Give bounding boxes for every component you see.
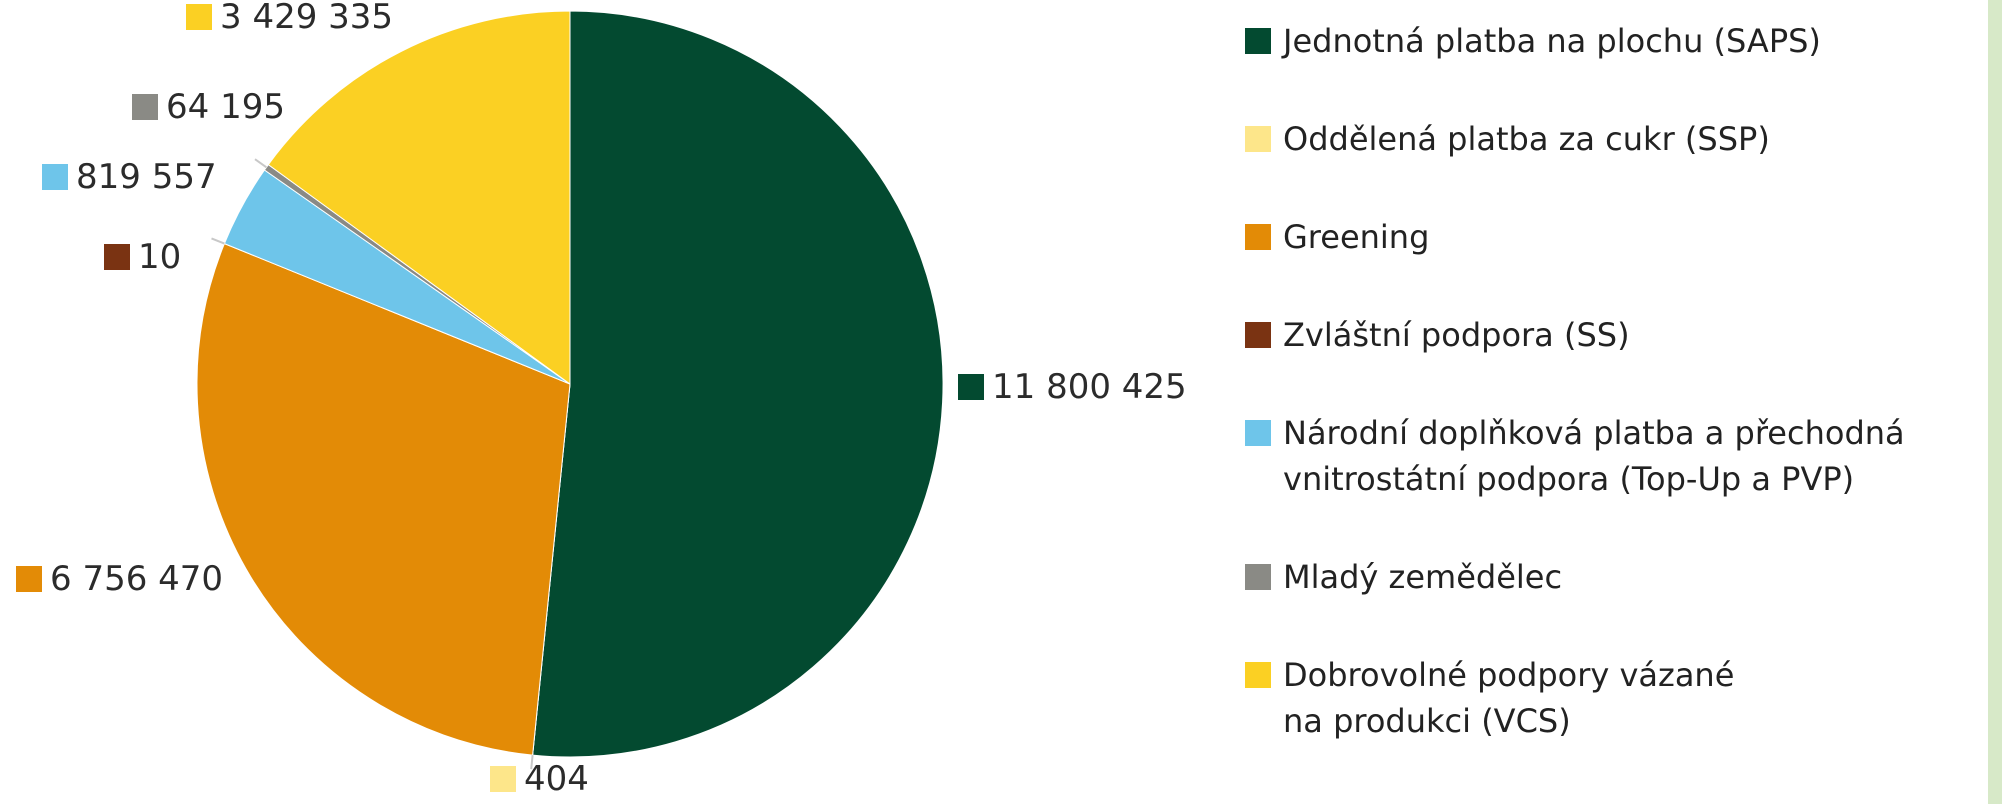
legend-item-ss: Zvláštní podpora (SS): [1245, 312, 1980, 358]
slice-label-ssp: 404: [524, 759, 589, 799]
pie-slice-vcs: [267, 10, 571, 385]
leader-lines: [211, 158, 534, 770]
legend-item-greening: Greening: [1245, 214, 1980, 260]
legend-label: Zvláštní podpora (SS): [1283, 316, 1630, 354]
legend-label: Mladý zemědělec: [1283, 558, 1563, 596]
legend-item-ssp: Oddělená platba za cukr (SSP): [1245, 116, 1980, 162]
leader-line-ss: [211, 237, 225, 245]
slice-label-top-up: 819 557: [76, 157, 217, 197]
slice-label-ss: 10: [138, 237, 181, 277]
pie-chart: 11 800 425 404 6 756 470 10 819 557 64 195 3 4…: [16, 0, 1187, 799]
slice-label-swatch-young-farmer: [132, 94, 158, 120]
slice-label-swatch-ss: [104, 244, 130, 270]
slice-labels: 11 800 425 404 6 756 470 10 819 557 64 195 3 4…: [16, 0, 1187, 799]
legend-swatch: [1245, 126, 1271, 152]
pie-slice-saps: [532, 10, 944, 758]
legend-swatch: [1245, 322, 1271, 348]
pie-slice-greening: [196, 242, 571, 756]
slice-label-swatch-greening: [16, 566, 42, 592]
legend-swatch: [1245, 224, 1271, 250]
legend-label: Greening: [1283, 218, 1430, 256]
slice-label-swatch-top-up: [42, 164, 68, 190]
legend-swatch: [1245, 662, 1271, 688]
page-edge-strip: [1988, 0, 2002, 804]
slice-label-greening: 6 756 470: [50, 559, 223, 599]
leader-line-young-farmer: [254, 158, 267, 169]
legend-label: Jednotná platba na plochu (SAPS): [1283, 22, 1821, 60]
slice-label-vcs: 3 429 335: [220, 0, 393, 37]
legend-swatch: [1245, 420, 1271, 446]
legend-item-top-up: Národní doplňková platba a přechodná vni…: [1245, 410, 1980, 502]
legend-label: Oddělená platba za cukr (SSP): [1283, 120, 1770, 158]
slice-label-swatch-vcs: [186, 4, 212, 30]
legend: Jednotná platba na plochu (SAPS) Oddělen…: [1245, 18, 1980, 796]
legend-item-saps: Jednotná platba na plochu (SAPS): [1245, 18, 1980, 64]
leader-line-ssp: [530, 755, 534, 770]
legend-swatch: [1245, 28, 1271, 54]
slice-label-swatch-saps: [958, 374, 984, 400]
legend-label: Dobrovolné podpory vázané na produkci (V…: [1283, 656, 1735, 740]
slice-label-swatch-ssp: [490, 766, 516, 792]
legend-item-vcs: Dobrovolné podpory vázané na produkci (V…: [1245, 652, 1980, 744]
pie-slices: [196, 10, 944, 758]
slice-label-saps: 11 800 425: [992, 367, 1187, 407]
legend-label: Národní doplňková platba a přechodná vni…: [1283, 414, 1905, 498]
legend-item-young-farmer: Mladý zemědělec: [1245, 554, 1980, 600]
legend-swatch: [1245, 564, 1271, 590]
slice-label-young-farmer: 64 195: [166, 87, 285, 127]
